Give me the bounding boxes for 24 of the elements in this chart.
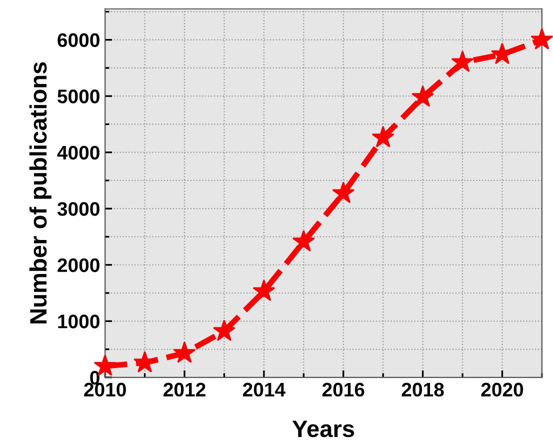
y-tick-label: 1000 bbox=[58, 314, 100, 328]
y-tick-label: 2000 bbox=[58, 258, 100, 272]
point bbox=[451, 50, 474, 72]
y-tick-label: 5000 bbox=[58, 90, 100, 104]
x-tick-label: 2016 bbox=[322, 382, 364, 397]
y-axis-title: Number of publications bbox=[29, 62, 52, 324]
point bbox=[332, 182, 355, 204]
x-tick-label: 2012 bbox=[164, 382, 206, 397]
x-tick-label: 2014 bbox=[242, 382, 286, 397]
point bbox=[212, 319, 236, 341]
point bbox=[412, 85, 434, 107]
x-tick-label: 2018 bbox=[402, 382, 444, 397]
point bbox=[252, 280, 276, 301]
y-tick-label: 0 bbox=[90, 370, 100, 385]
y-tick-label: 6000 bbox=[58, 33, 100, 48]
x-axis-title: Years bbox=[292, 420, 354, 438]
y-tick-label: 3000 bbox=[57, 202, 100, 216]
x-tick-label: 2010 bbox=[84, 382, 126, 397]
point bbox=[292, 230, 315, 252]
point bbox=[372, 126, 394, 148]
x-tick-label: 2020 bbox=[481, 382, 524, 397]
point bbox=[173, 341, 196, 363]
point bbox=[530, 28, 553, 50]
y-tick-label: 4000 bbox=[57, 146, 100, 160]
